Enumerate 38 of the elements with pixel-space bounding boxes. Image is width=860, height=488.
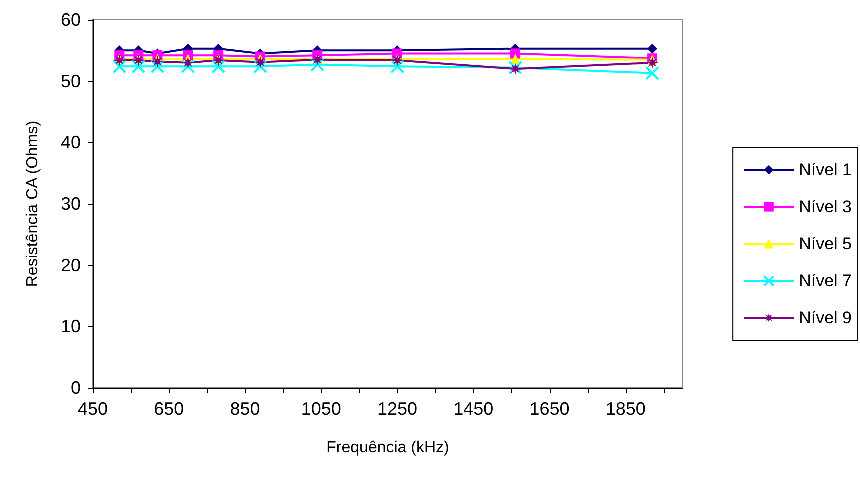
x-tick-label: 1250 xyxy=(377,399,418,419)
point xyxy=(182,56,194,69)
y-axis-title: Resistência CA (Ohms) xyxy=(24,120,42,288)
y-tick-label: 20 xyxy=(60,255,81,276)
point xyxy=(181,60,196,74)
point xyxy=(390,60,405,74)
y-tick-label: 30 xyxy=(60,194,81,214)
point xyxy=(253,60,268,74)
legend-label: Nível 7 xyxy=(799,272,852,290)
point xyxy=(112,60,127,74)
x-tick-label: 1850 xyxy=(606,399,646,419)
y-tick-label: 40 xyxy=(60,132,81,153)
point xyxy=(254,56,266,68)
point xyxy=(152,56,164,68)
point xyxy=(510,48,521,59)
legend-label: Nível 3 xyxy=(799,198,852,216)
point xyxy=(648,44,658,54)
x-axis-title: Frequência (kHz) xyxy=(326,440,450,456)
point xyxy=(508,60,523,75)
point xyxy=(132,60,146,74)
x-tick-label: 650 xyxy=(154,399,184,419)
y-tick-label: 0 xyxy=(70,378,81,398)
x-tick-label: 1050 xyxy=(301,399,342,419)
point xyxy=(150,60,165,74)
x-tick-label: 1650 xyxy=(530,399,570,419)
y-tick-label: 50 xyxy=(60,71,81,92)
legend-label: Nível 1 xyxy=(799,160,852,180)
point xyxy=(646,66,660,80)
point xyxy=(646,56,659,69)
legend-label: Nível 5 xyxy=(799,234,852,254)
point xyxy=(212,60,226,74)
y-tick-label: 10 xyxy=(60,316,81,337)
x-tick-label: 1450 xyxy=(454,399,494,419)
y-tick-label: 60 xyxy=(60,10,81,30)
legend-label: Nível 9 xyxy=(799,308,852,328)
x-tick-label: 850 xyxy=(230,399,260,419)
x-tick-label: 450 xyxy=(78,399,108,419)
point xyxy=(310,58,325,72)
